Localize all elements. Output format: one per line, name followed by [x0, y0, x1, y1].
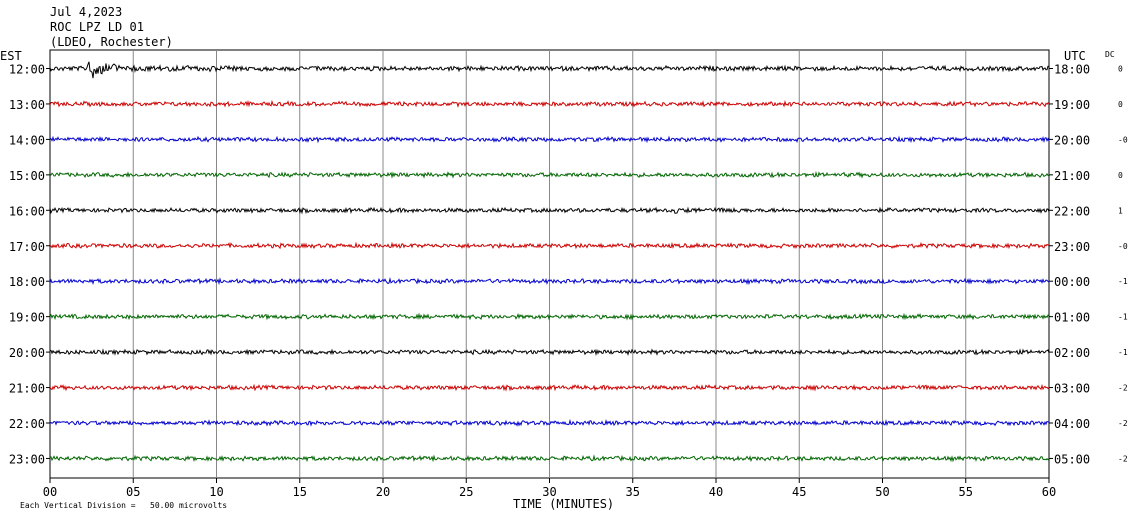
dc-row-value: 0: [1118, 171, 1123, 180]
x-tick-label: 50: [875, 485, 889, 499]
dc-row-value: -2: [1118, 419, 1128, 428]
seismic-traces: [49, 61, 1050, 463]
trace-2300: [49, 454, 1050, 463]
est-row-label: 15:00: [9, 169, 45, 183]
dc-row-value: -0: [1118, 135, 1128, 144]
dc-label: DC: [1105, 50, 1115, 59]
x-tick-label: 55: [959, 485, 973, 499]
utc-row-label: 23:00: [1054, 240, 1090, 254]
trace-1600: [49, 206, 1050, 215]
x-tick-label: 10: [209, 485, 223, 499]
trace-1400: [49, 135, 1050, 144]
trace-1200: [49, 61, 1050, 79]
utc-row-label: 21:00: [1054, 169, 1090, 183]
est-row-label: 23:00: [9, 452, 45, 466]
x-tick-label: 20: [376, 485, 390, 499]
header-network: (LDEO, Rochester): [50, 35, 173, 49]
utc-row-label: 00:00: [1054, 275, 1090, 289]
est-row-label: 13:00: [9, 98, 45, 112]
trace-2100: [49, 383, 1050, 392]
header-date: Jul 4,2023: [50, 5, 123, 19]
est-row-label: 17:00: [9, 240, 45, 254]
x-tick-label: 45: [792, 485, 806, 499]
dc-row-value: -1: [1118, 348, 1128, 357]
header-station: ROC LPZ LD 01: [50, 20, 144, 34]
utc-row-label: 01:00: [1054, 311, 1090, 325]
vertical-division-note: Each Vertical Division = 50.00 microvolt…: [20, 501, 227, 510]
est-row-label: 20:00: [9, 346, 45, 360]
est-row-label: 19:00: [9, 311, 45, 325]
chart-grid: [46, 49, 1053, 483]
utc-row-label: 20:00: [1054, 133, 1090, 147]
utc-row-label: 19:00: [1054, 98, 1090, 112]
x-tick-label: 35: [626, 485, 640, 499]
dc-row-value: -2: [1118, 454, 1128, 463]
trace-1900: [49, 312, 1050, 321]
x-tick-label: 60: [1042, 485, 1056, 499]
x-tick-label: 15: [293, 485, 307, 499]
trace-1800: [49, 276, 1050, 286]
x-tick-label: 25: [459, 485, 473, 499]
est-axis-label: EST: [0, 49, 22, 63]
est-row-label: 14:00: [9, 133, 45, 147]
trace-1500: [49, 170, 1049, 179]
utc-row-label: 22:00: [1054, 204, 1090, 218]
trace-2200: [49, 418, 1050, 427]
dc-row-value: 1: [1118, 206, 1123, 215]
utc-row-label: 04:00: [1054, 417, 1090, 431]
x-tick-label: 30: [542, 485, 556, 499]
utc-row-label: 03:00: [1054, 382, 1090, 396]
trace-1700: [49, 241, 1050, 250]
utc-row-label: 05:00: [1054, 452, 1090, 466]
trace-1300: [49, 99, 1050, 108]
dc-row-value: 0: [1118, 65, 1123, 74]
utc-row-label: 18:00: [1054, 63, 1090, 77]
x-tick-label: 00: [43, 485, 57, 499]
utc-row-label: 02:00: [1054, 346, 1090, 360]
dc-row-value: -2: [1118, 384, 1128, 393]
x-tick-label: 40: [709, 485, 723, 499]
est-row-label: 16:00: [9, 204, 45, 218]
trace-2000: [49, 348, 1050, 357]
dc-row-value: -0: [1118, 242, 1128, 251]
x-axis-title: TIME (MINUTES): [513, 497, 614, 511]
x-tick-label: 05: [126, 485, 140, 499]
est-row-label: 22:00: [9, 417, 45, 431]
dc-row-value: -1: [1118, 313, 1128, 322]
est-row-label: 21:00: [9, 382, 45, 396]
dc-row-value: 0: [1118, 100, 1123, 109]
utc-axis-label: UTC: [1064, 49, 1086, 63]
est-row-label: 12:00: [9, 63, 45, 77]
est-row-label: 18:00: [9, 275, 45, 289]
dc-row-value: -1: [1118, 277, 1128, 286]
